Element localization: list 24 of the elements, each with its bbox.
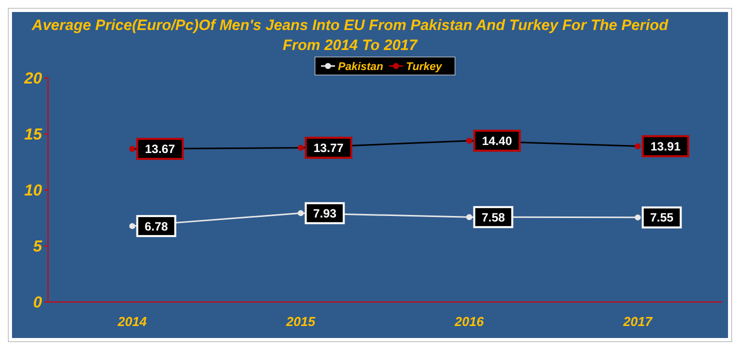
data-label: 7.93 [313,206,337,220]
data-label: 13.67 [144,142,176,156]
data-label: 6.78 [144,219,168,234]
y-tick-label: 5 [33,238,44,256]
chart-title: Average Price(Euro/Pc)Of Men's Jeans Into EU From Pakistan And Turkey For The Period From 2014 To 2017 [30,17,669,54]
legend-label: Turkey [406,60,443,73]
y-tick-label: 15 [24,126,44,144]
y-tick-label: 0 [33,294,42,312]
x-tick-label: 2015 [285,314,316,329]
x-tick-label: 2014 [116,314,148,329]
data-label: 7.55 [650,210,674,225]
y-tick-label: 20 [23,70,42,88]
data-label: 14.40 [482,134,512,148]
point [129,223,136,230]
point [298,210,304,216]
x-tick-label: 2016 [454,314,484,329]
point [466,214,472,220]
legend-label: Pakistan [338,60,384,73]
y-tick-label: 10 [24,182,42,200]
x-tick-label: 2017 [622,314,653,329]
data-label: 13.77 [313,140,344,155]
point [634,214,641,220]
data-label: 13.91 [650,139,681,154]
data-label: 7.58 [482,210,506,224]
